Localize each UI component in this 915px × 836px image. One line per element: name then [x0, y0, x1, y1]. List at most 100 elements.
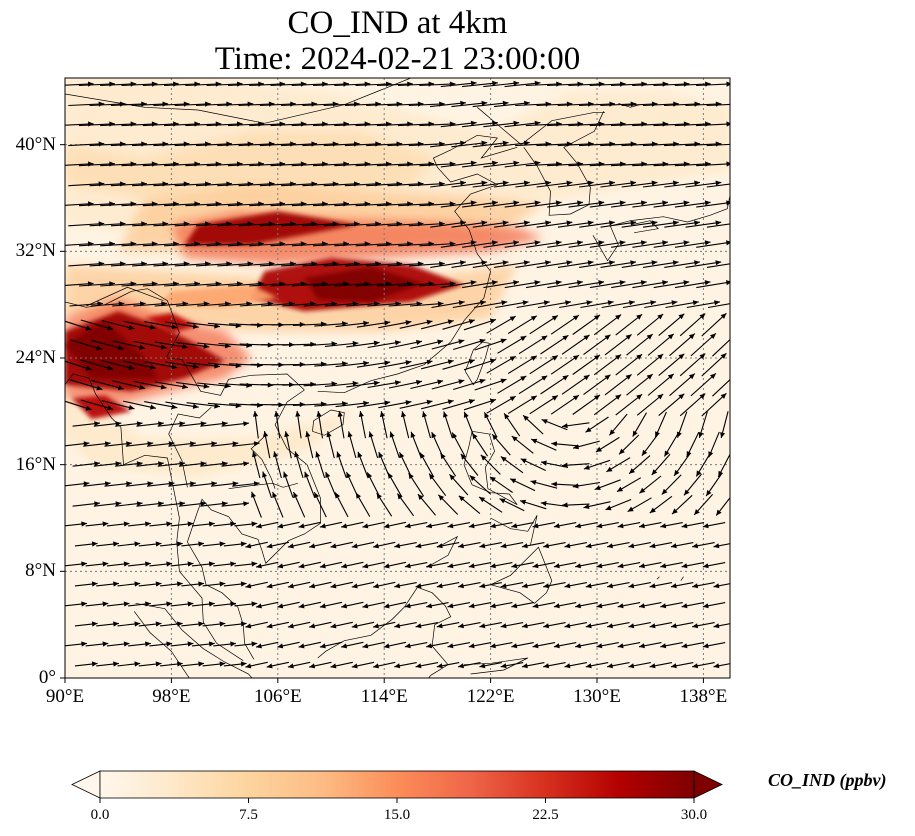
wind-arrow	[65, 400, 92, 411]
wind-arrow	[572, 394, 601, 415]
wind-arrow	[273, 451, 282, 479]
wind-arrow	[642, 220, 679, 228]
wind-arrow	[658, 313, 685, 337]
wind-arrow	[685, 260, 722, 268]
wind-arrow	[345, 471, 359, 498]
wind-arrow	[713, 543, 730, 549]
wind-arrow	[564, 662, 588, 669]
wind-arrow	[451, 100, 488, 108]
wind-arrow	[676, 411, 688, 438]
wind-arrow	[330, 661, 353, 669]
wind-arrow	[115, 421, 143, 427]
wind-arrow	[618, 434, 640, 455]
wind-arrow	[483, 412, 498, 438]
wind-arrow	[181, 621, 205, 627]
wind-arrow	[511, 522, 534, 529]
wind-arrow	[229, 402, 263, 408]
wind-arrow	[540, 374, 569, 395]
wind-arrow	[604, 333, 632, 356]
wind-arrow	[606, 582, 630, 589]
wind-arrow	[504, 200, 541, 208]
wind-arrow	[504, 280, 541, 289]
wind-arrow	[251, 491, 262, 518]
wind-arrow	[133, 380, 167, 390]
wind-arrow	[415, 582, 439, 589]
wind-arrow	[383, 561, 407, 569]
wind-arrow	[319, 601, 343, 609]
y-tick-label: 24°N	[15, 347, 56, 368]
wind-arrow	[388, 339, 423, 349]
wind-arrow	[72, 501, 101, 507]
wind-arrow	[362, 641, 385, 649]
wind-arrow	[543, 622, 566, 629]
wind-arrow	[674, 240, 711, 248]
wind-arrow	[628, 455, 651, 475]
wind-arrow	[660, 602, 683, 609]
wind-arrow	[596, 642, 619, 649]
wind-arrow	[191, 601, 215, 607]
wind-arrow	[579, 220, 615, 228]
wind-arrow	[223, 581, 247, 587]
wind-arrow	[112, 380, 146, 390]
wind-arrow	[681, 562, 705, 569]
wind-arrow	[696, 121, 730, 127]
wind-arrow	[632, 280, 669, 289]
chart-title-line1: CO_IND at 4km	[287, 5, 508, 41]
wind-arrow	[611, 240, 647, 248]
wind-arrow	[553, 562, 577, 569]
wind-arrow	[701, 352, 727, 377]
wind-arrow	[223, 541, 247, 547]
wind-arrow	[491, 433, 511, 456]
wind-arrow	[696, 200, 730, 208]
wind-arrow	[518, 335, 548, 355]
wind-arrow	[149, 641, 173, 647]
wind-arrow	[589, 280, 626, 289]
wind-arrow	[65, 641, 88, 647]
wind-arrow	[643, 260, 679, 268]
wind-arrow	[561, 374, 590, 395]
wind-arrow	[572, 481, 601, 489]
wind-arrow	[178, 461, 207, 467]
wind-arrow	[478, 496, 503, 513]
wind-arrow	[499, 498, 525, 512]
wind-arrow	[457, 622, 481, 629]
wind-arrow	[394, 542, 417, 549]
wind-arrow	[96, 661, 119, 667]
wind-arrow	[519, 499, 547, 510]
wind-arrow	[525, 200, 562, 208]
wind-arrow	[692, 622, 715, 629]
wind-arrow	[430, 140, 466, 148]
wind-arrow	[489, 642, 513, 649]
wind-arrow	[690, 372, 717, 397]
wind-arrow	[74, 621, 98, 627]
wind-arrow	[617, 602, 641, 609]
wind-arrow	[170, 561, 194, 567]
wind-arrow	[168, 441, 196, 447]
wind-arrow	[351, 621, 375, 629]
colorbar-tick-label: 22.5	[532, 807, 559, 823]
wind-arrow	[575, 602, 598, 609]
wind-arrow	[284, 431, 292, 459]
wind-arrow	[660, 642, 683, 649]
wind-arrow	[347, 431, 357, 459]
wind-arrow	[277, 521, 300, 529]
coastline-segment	[317, 134, 518, 394]
wind-arrow	[85, 601, 109, 607]
wind-arrow	[483, 80, 520, 88]
wind-arrow	[463, 398, 497, 411]
wind-arrow	[372, 581, 396, 589]
wind-arrow	[553, 522, 577, 529]
wind-arrow	[595, 436, 620, 453]
wind-arrow	[509, 478, 536, 492]
wind-arrow	[229, 322, 263, 328]
wind-arrow	[404, 642, 428, 649]
wind-arrow	[200, 461, 228, 467]
wind-arrow	[702, 602, 726, 609]
wind-arrow	[589, 240, 626, 248]
wind-arrow	[117, 541, 141, 547]
wind-arrow	[669, 373, 696, 397]
wind-arrow	[266, 541, 290, 549]
wind-arrow	[319, 641, 343, 649]
wind-arrow	[593, 354, 622, 376]
wind-arrow	[428, 473, 447, 497]
